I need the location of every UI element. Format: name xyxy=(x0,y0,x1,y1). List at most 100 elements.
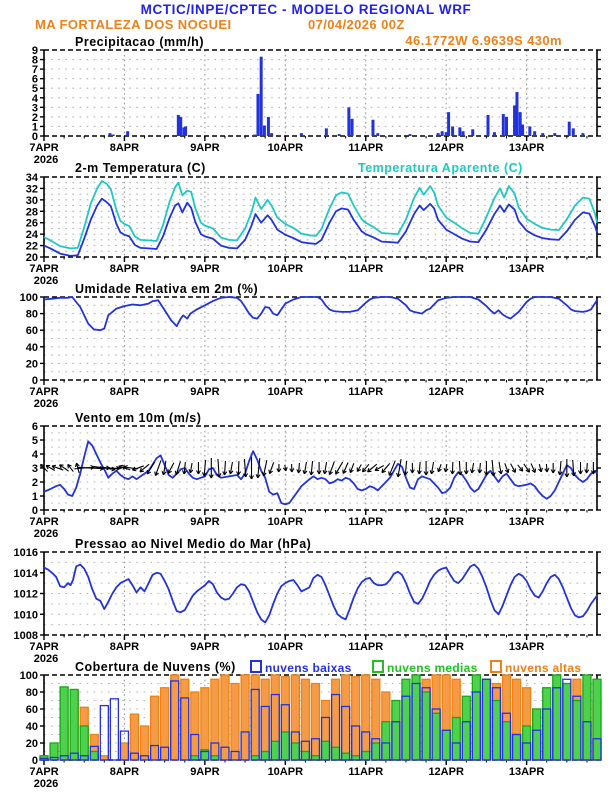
svg-text:8APR: 8APR xyxy=(110,766,139,778)
svg-text:9: 9 xyxy=(32,45,38,57)
svg-text:12APR: 12APR xyxy=(428,263,464,275)
nuvens-medias-swatch-icon xyxy=(372,660,384,673)
svg-text:2026: 2026 xyxy=(34,778,58,790)
svg-text:12APR: 12APR xyxy=(428,386,464,398)
svg-text:0: 0 xyxy=(32,505,38,517)
svg-text:10APR: 10APR xyxy=(268,263,304,275)
svg-text:7: 7 xyxy=(32,64,38,76)
svg-text:7APR: 7APR xyxy=(29,142,58,154)
svg-text:12APR: 12APR xyxy=(428,641,464,653)
svg-text:1: 1 xyxy=(32,491,38,503)
svg-text:9APR: 9APR xyxy=(190,641,219,653)
legend-nuvens-medias: nuvens medias xyxy=(372,660,478,675)
svg-text:1014: 1014 xyxy=(14,568,39,580)
temperature-title: 2-m Temperatura (C) xyxy=(75,161,206,175)
svg-text:80: 80 xyxy=(26,687,38,699)
svg-text:12APR: 12APR xyxy=(428,142,464,154)
svg-text:40: 40 xyxy=(26,721,38,733)
svg-text:2026: 2026 xyxy=(34,653,58,665)
svg-text:11APR: 11APR xyxy=(348,641,383,653)
svg-text:11APR: 11APR xyxy=(348,386,383,398)
svg-text:8APR: 8APR xyxy=(110,142,139,154)
svg-text:11APR: 11APR xyxy=(348,516,383,528)
svg-text:60: 60 xyxy=(26,704,38,716)
svg-text:1012: 1012 xyxy=(14,589,38,601)
svg-text:7APR: 7APR xyxy=(29,263,58,275)
svg-text:26: 26 xyxy=(26,218,38,230)
svg-text:28: 28 xyxy=(26,206,38,218)
svg-text:2026: 2026 xyxy=(34,275,58,287)
svg-text:13APR: 13APR xyxy=(509,641,545,653)
svg-text:24: 24 xyxy=(26,229,39,241)
svg-text:8: 8 xyxy=(32,55,38,67)
apparent-temperature-title: Temperatura Aparente (C) xyxy=(358,161,523,175)
svg-text:10APR: 10APR xyxy=(268,516,304,528)
svg-text:10APR: 10APR xyxy=(268,766,304,778)
svg-text:4: 4 xyxy=(32,449,39,461)
svg-text:2: 2 xyxy=(32,112,38,124)
svg-text:8APR: 8APR xyxy=(110,386,139,398)
svg-text:12APR: 12APR xyxy=(428,766,464,778)
svg-text:2026: 2026 xyxy=(34,398,58,410)
svg-text:9APR: 9APR xyxy=(190,516,219,528)
model-title: MCTIC/INPE/CPTEC - MODELO REGIONAL WRF xyxy=(140,2,472,17)
svg-text:6: 6 xyxy=(32,74,38,86)
svg-text:10APR: 10APR xyxy=(268,386,304,398)
run-datetime: 07/04/2026 00Z xyxy=(308,17,405,32)
svg-text:1010: 1010 xyxy=(14,609,38,621)
svg-text:8APR: 8APR xyxy=(110,516,139,528)
svg-text:2: 2 xyxy=(32,477,38,489)
station-coordinates: 46.1772W 6.9639S 430m xyxy=(405,33,562,48)
station-name: MA FORTALEZA DOS NOGUEI xyxy=(35,17,232,32)
svg-text:12APR: 12APR xyxy=(428,516,464,528)
clouds-title: Cobertura de Nuvens (%) xyxy=(75,660,236,674)
svg-text:2026: 2026 xyxy=(34,528,58,540)
svg-text:3: 3 xyxy=(32,102,38,114)
svg-text:8APR: 8APR xyxy=(110,641,139,653)
svg-text:13APR: 13APR xyxy=(509,142,545,154)
svg-text:6: 6 xyxy=(32,421,38,433)
svg-text:100: 100 xyxy=(20,292,38,304)
svg-text:60: 60 xyxy=(26,325,38,337)
legend-nuvens-altas: nuvens altas xyxy=(490,660,581,675)
svg-text:100: 100 xyxy=(20,670,38,682)
svg-text:0: 0 xyxy=(32,131,38,143)
svg-text:0: 0 xyxy=(32,375,38,387)
precipitation-title: Precipitacao (mm/h) xyxy=(75,35,204,49)
svg-text:20: 20 xyxy=(26,358,38,370)
svg-text:11APR: 11APR xyxy=(348,142,383,154)
nuvens-altas-swatch-icon xyxy=(490,660,502,673)
pressure-title: Pressao ao Nivel Medio do Mar (hPa) xyxy=(75,537,312,551)
nuvens-baixas-swatch-icon xyxy=(250,660,262,673)
svg-text:9APR: 9APR xyxy=(190,142,219,154)
svg-text:3: 3 xyxy=(32,463,38,475)
svg-text:30: 30 xyxy=(26,195,38,207)
wind-title: Vento em 10m (m/s) xyxy=(75,411,202,425)
svg-text:22: 22 xyxy=(26,241,38,253)
legend-nuvens-baixas: nuvens baixas xyxy=(250,660,352,675)
svg-text:7APR: 7APR xyxy=(29,641,58,653)
svg-text:7APR: 7APR xyxy=(29,516,58,528)
svg-text:10APR: 10APR xyxy=(268,641,304,653)
svg-text:11APR: 11APR xyxy=(348,766,383,778)
svg-text:32: 32 xyxy=(26,183,38,195)
svg-text:20: 20 xyxy=(26,738,38,750)
svg-text:4: 4 xyxy=(32,93,39,105)
svg-text:80: 80 xyxy=(26,309,38,321)
svg-text:8APR: 8APR xyxy=(110,263,139,275)
svg-text:5: 5 xyxy=(32,435,38,447)
svg-text:13APR: 13APR xyxy=(509,263,545,275)
svg-text:9APR: 9APR xyxy=(190,386,219,398)
humidity-title: Umidade Relativa em 2m (%) xyxy=(75,282,259,296)
svg-text:13APR: 13APR xyxy=(509,766,545,778)
svg-text:7APR: 7APR xyxy=(29,386,58,398)
svg-text:40: 40 xyxy=(26,342,38,354)
svg-text:11APR: 11APR xyxy=(348,263,383,275)
svg-text:5: 5 xyxy=(32,83,38,95)
svg-text:20: 20 xyxy=(26,252,38,264)
svg-text:7APR: 7APR xyxy=(29,766,58,778)
svg-text:1008: 1008 xyxy=(14,630,38,642)
svg-text:9APR: 9APR xyxy=(190,766,219,778)
svg-text:13APR: 13APR xyxy=(509,516,545,528)
